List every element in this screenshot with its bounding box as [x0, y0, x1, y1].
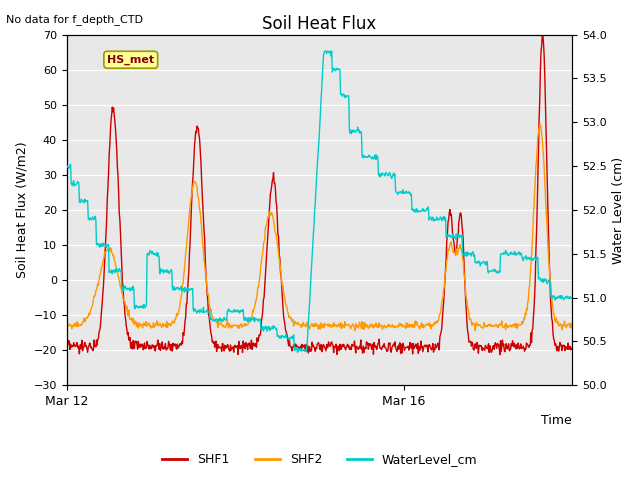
X-axis label: Time: Time — [541, 414, 572, 427]
Text: No data for f_depth_CTD: No data for f_depth_CTD — [6, 14, 143, 25]
Legend: SHF1, SHF2, WaterLevel_cm: SHF1, SHF2, WaterLevel_cm — [157, 448, 483, 471]
Text: HS_met: HS_met — [107, 55, 154, 65]
Y-axis label: Soil Heat Flux (W/m2): Soil Heat Flux (W/m2) — [15, 142, 28, 278]
Y-axis label: Water Level (cm): Water Level (cm) — [612, 156, 625, 264]
Title: Soil Heat Flux: Soil Heat Flux — [262, 15, 376, 33]
